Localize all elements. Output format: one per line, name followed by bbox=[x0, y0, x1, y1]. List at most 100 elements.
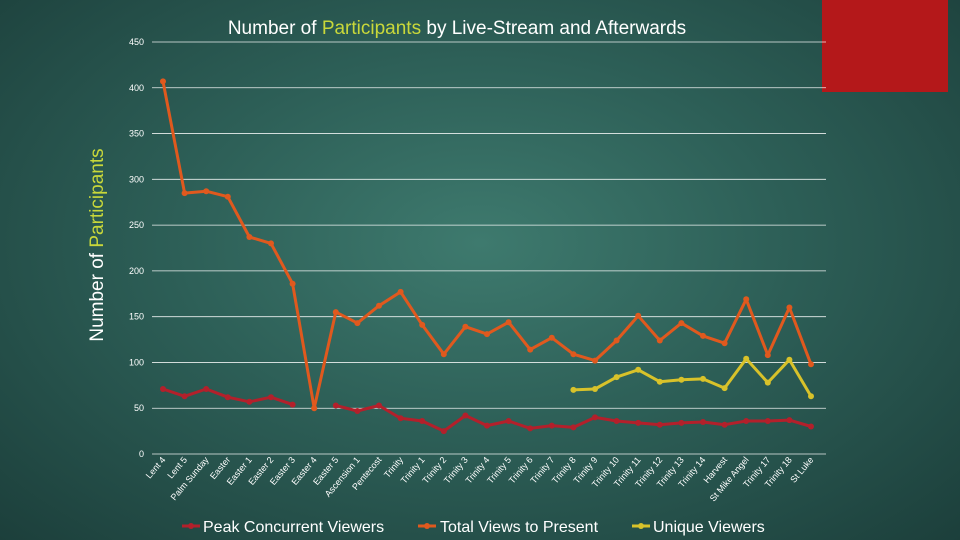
data-point-total bbox=[786, 304, 793, 311]
legend-item-total: Total Views to Present bbox=[418, 519, 599, 536]
data-point-total bbox=[203, 188, 210, 195]
data-point-peak bbox=[160, 386, 166, 392]
y-tick-label: 250 bbox=[129, 220, 144, 230]
y-tick-label: 350 bbox=[129, 129, 144, 139]
legend-marker-unique bbox=[638, 523, 644, 529]
data-point-total bbox=[246, 234, 253, 240]
data-point-total bbox=[527, 346, 534, 353]
data-point-unique bbox=[570, 386, 577, 393]
data-point-peak bbox=[786, 417, 793, 424]
y-tick-labels: 0 50 100 150 200 250 300 350 400 450 bbox=[129, 37, 144, 459]
data-point-peak bbox=[700, 419, 706, 425]
data-point-peak bbox=[268, 394, 274, 401]
data-point-unique bbox=[808, 393, 814, 400]
data-point-total bbox=[721, 340, 728, 347]
data-point-peak bbox=[635, 419, 642, 426]
y-axis-label: Number of Participants bbox=[87, 148, 108, 341]
data-point-total bbox=[613, 337, 620, 344]
data-point-total bbox=[376, 302, 382, 309]
data-point-total bbox=[808, 361, 814, 368]
data-point-total bbox=[289, 280, 296, 287]
data-point-total bbox=[311, 405, 318, 412]
data-point-unique bbox=[764, 379, 771, 386]
data-point-peak bbox=[181, 393, 188, 400]
data-point-unique bbox=[700, 375, 706, 382]
chart-title-part-1: Number of bbox=[228, 18, 322, 39]
legend-label-total: Total Views to Present bbox=[440, 519, 599, 536]
y-tick-label: 200 bbox=[129, 266, 144, 276]
data-point-total bbox=[484, 331, 490, 338]
data-point-total bbox=[743, 296, 750, 303]
data-point-peak bbox=[397, 415, 404, 422]
data-point-total bbox=[570, 351, 577, 358]
y-tick-label: 150 bbox=[129, 312, 144, 322]
series-lines bbox=[160, 78, 814, 435]
data-point-unique bbox=[613, 374, 620, 381]
data-point-total bbox=[592, 357, 598, 364]
data-point-total bbox=[160, 78, 166, 85]
y-tick-label: 300 bbox=[129, 174, 144, 184]
data-point-total bbox=[462, 323, 469, 330]
data-point-peak bbox=[484, 422, 490, 429]
data-point-peak bbox=[721, 421, 728, 428]
data-point-peak bbox=[505, 418, 512, 424]
legend-marker-total bbox=[424, 523, 430, 529]
data-point-peak bbox=[354, 408, 361, 414]
data-point-peak bbox=[527, 425, 534, 432]
data-point-peak bbox=[570, 424, 577, 431]
data-point-peak bbox=[224, 394, 231, 401]
data-point-peak bbox=[462, 412, 469, 419]
series-unique bbox=[570, 355, 814, 400]
y-axis-label-part-1: Number of bbox=[87, 248, 108, 342]
y-axis-label-highlight: Participants bbox=[87, 148, 108, 247]
legend-label-unique: Unique Viewers bbox=[653, 519, 765, 536]
x-tick-label: St Luke bbox=[788, 455, 815, 485]
data-point-total bbox=[224, 193, 231, 200]
series-line-total bbox=[161, 81, 813, 410]
data-point-total bbox=[635, 312, 642, 319]
y-tick-label: 450 bbox=[129, 37, 144, 47]
chart-title-highlight: Participants bbox=[322, 18, 421, 39]
chart-title-part-2: by Live-Stream and Afterwards bbox=[421, 18, 686, 39]
series-peak bbox=[160, 386, 814, 435]
data-point-total bbox=[656, 337, 663, 344]
data-point-total bbox=[764, 352, 771, 359]
data-point-peak bbox=[419, 418, 426, 424]
legend-label-peak: Peak Concurrent Viewers bbox=[203, 519, 384, 536]
data-point-peak bbox=[678, 419, 685, 426]
legend-item-peak: Peak Concurrent Viewers bbox=[182, 519, 384, 536]
grid-lines bbox=[152, 41, 826, 455]
data-point-peak bbox=[203, 386, 210, 392]
data-point-total bbox=[505, 319, 512, 326]
y-tick-label: 100 bbox=[129, 357, 144, 367]
series-total bbox=[160, 78, 814, 412]
data-point-peak bbox=[764, 418, 771, 424]
data-point-unique bbox=[721, 385, 728, 392]
chart-title: Number of Participants by Live-Stream an… bbox=[228, 18, 686, 39]
corner-accent-tab bbox=[822, 0, 948, 92]
data-point-peak bbox=[440, 428, 447, 435]
legend: Peak Concurrent Viewers Total Views to P… bbox=[182, 519, 765, 536]
data-point-peak bbox=[289, 401, 296, 408]
data-point-peak bbox=[656, 421, 663, 428]
data-point-peak bbox=[743, 418, 750, 424]
y-tick-label: 400 bbox=[129, 83, 144, 93]
data-point-total bbox=[332, 309, 339, 316]
data-point-total bbox=[397, 288, 404, 295]
series-line-unique bbox=[573, 357, 813, 398]
legend-item-unique: Unique Viewers bbox=[632, 519, 765, 536]
data-point-unique bbox=[656, 378, 663, 385]
legend-marker-peak bbox=[188, 523, 194, 529]
data-point-unique bbox=[592, 386, 598, 392]
data-point-total bbox=[354, 320, 361, 327]
data-point-unique bbox=[743, 355, 750, 362]
data-point-peak bbox=[808, 423, 814, 430]
data-point-peak bbox=[246, 398, 253, 405]
y-tick-label: 0 bbox=[139, 449, 144, 459]
data-point-total bbox=[440, 351, 447, 358]
data-point-peak bbox=[548, 422, 555, 429]
data-point-unique bbox=[635, 366, 642, 373]
data-point-peak bbox=[592, 414, 598, 421]
